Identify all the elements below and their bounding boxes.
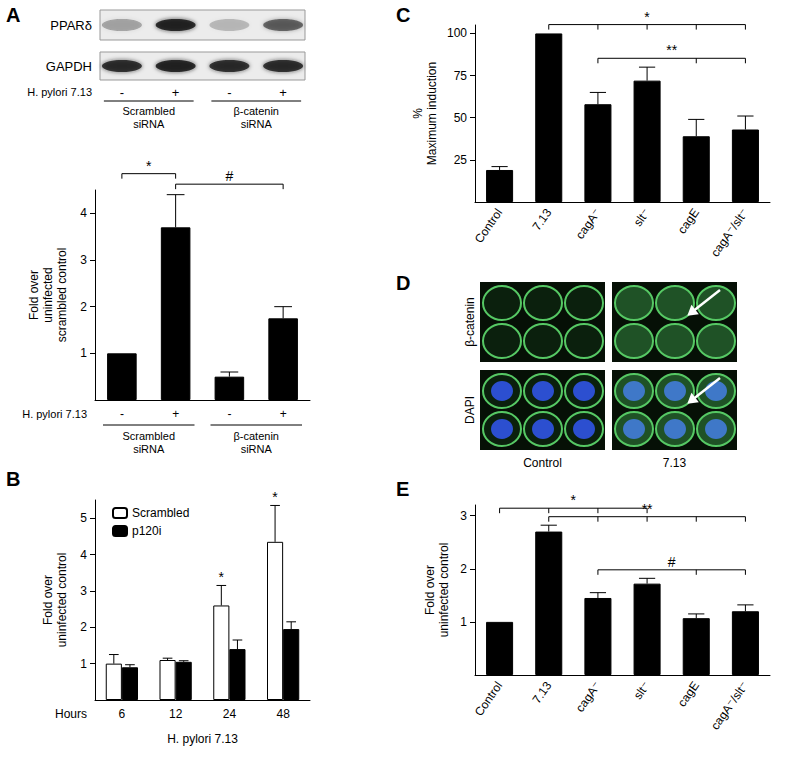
svg-text:#: # — [668, 554, 676, 570]
svg-text:75: 75 — [454, 69, 468, 83]
svg-text:48: 48 — [276, 707, 290, 721]
svg-text:H. pylori 7.13: H. pylori 7.13 — [167, 732, 238, 746]
svg-text:cagA⁻/slt⁻: cagA⁻/slt⁻ — [708, 679, 751, 732]
svg-text:12: 12 — [169, 707, 183, 721]
svg-text:Maximum induction: Maximum induction — [425, 62, 439, 165]
svg-text:-: - — [120, 407, 124, 421]
svg-text:7.13: 7.13 — [530, 206, 555, 233]
svg-text:*: * — [219, 569, 225, 585]
svg-text:C: C — [396, 4, 410, 26]
svg-text:D: D — [396, 272, 410, 294]
svg-text:slt⁻: slt⁻ — [631, 206, 653, 229]
svg-text:3: 3 — [80, 584, 87, 598]
svg-text:E: E — [396, 478, 409, 500]
svg-text:3: 3 — [80, 253, 87, 267]
svg-text:2: 2 — [80, 300, 87, 314]
svg-text:uninfected control: uninfected control — [55, 553, 69, 648]
svg-text:A: A — [6, 4, 20, 26]
svg-text:H. pylori 7.13: H. pylori 7.13 — [27, 86, 92, 98]
svg-text:Control: Control — [472, 206, 506, 246]
svg-text:siRNA: siRNA — [241, 443, 273, 455]
svg-text:2: 2 — [460, 562, 467, 576]
svg-text:*: * — [644, 9, 650, 25]
svg-text:β-catenin: β-catenin — [234, 105, 279, 117]
svg-text:50: 50 — [454, 111, 468, 125]
svg-text:Hours: Hours — [55, 707, 87, 721]
svg-text:4: 4 — [80, 548, 87, 562]
svg-text:GAPDH: GAPDH — [46, 59, 92, 74]
svg-text:-: - — [227, 407, 231, 421]
svg-text:*: * — [571, 492, 577, 508]
svg-text:Fold over: Fold over — [41, 575, 55, 625]
svg-text:cagA⁻/slt⁻: cagA⁻/slt⁻ — [708, 206, 751, 259]
svg-text:PPARδ: PPARδ — [50, 18, 92, 33]
svg-text:*: * — [146, 158, 152, 174]
svg-text:β-catenin: β-catenin — [234, 430, 279, 442]
svg-text:cagA⁻: cagA⁻ — [573, 679, 604, 715]
svg-text:Scrambled: Scrambled — [132, 506, 189, 520]
svg-text:Control: Control — [472, 679, 506, 719]
svg-text:siRNA: siRNA — [133, 118, 165, 130]
svg-text:-: - — [227, 85, 231, 100]
svg-text:*: * — [272, 489, 278, 505]
svg-text:Scrambled: Scrambled — [122, 430, 175, 442]
svg-text:24: 24 — [223, 707, 237, 721]
svg-text:6: 6 — [119, 707, 126, 721]
svg-text:cagE: cagE — [675, 206, 702, 236]
svg-text:4: 4 — [80, 206, 87, 220]
svg-text:+: + — [280, 407, 287, 421]
svg-text:siRNA: siRNA — [133, 443, 165, 455]
svg-text:cagA⁻: cagA⁻ — [573, 206, 604, 242]
svg-text:25: 25 — [454, 153, 468, 167]
svg-text:1: 1 — [460, 615, 467, 629]
svg-text:+: + — [172, 407, 179, 421]
svg-text:p120i: p120i — [132, 524, 161, 538]
svg-text:DAPI: DAPI — [463, 396, 477, 424]
svg-text:5: 5 — [80, 511, 87, 525]
svg-text:+: + — [279, 85, 287, 100]
svg-text:slt⁻: slt⁻ — [631, 679, 653, 702]
svg-text:siRNA: siRNA — [241, 118, 273, 130]
svg-text:**: ** — [666, 42, 677, 58]
svg-text:-: - — [120, 85, 124, 100]
svg-text:Fold over: Fold over — [423, 565, 437, 615]
svg-text:B: B — [6, 468, 20, 490]
svg-text:Control: Control — [523, 456, 562, 470]
svg-text:2: 2 — [80, 620, 87, 634]
svg-text:β-catenin: β-catenin — [463, 297, 477, 347]
svg-text:Fold over: Fold over — [27, 270, 41, 320]
svg-text:uninfected control: uninfected control — [437, 543, 451, 638]
svg-text:100: 100 — [447, 26, 467, 40]
svg-text:1: 1 — [80, 346, 87, 360]
svg-text:Scrambled: Scrambled — [122, 105, 175, 117]
svg-text:7.13: 7.13 — [530, 679, 555, 706]
svg-text:uninfected: uninfected — [41, 267, 55, 322]
svg-text:3: 3 — [460, 509, 467, 523]
svg-text:%: % — [411, 108, 425, 119]
svg-text:#: # — [225, 168, 233, 184]
svg-text:7.13: 7.13 — [663, 456, 687, 470]
svg-text:scrambled control: scrambled control — [55, 248, 69, 343]
svg-text:1: 1 — [80, 657, 87, 671]
svg-text:cagE: cagE — [675, 679, 702, 709]
svg-text:H. pylori 7.13: H. pylori 7.13 — [22, 408, 87, 420]
svg-text:+: + — [172, 85, 180, 100]
